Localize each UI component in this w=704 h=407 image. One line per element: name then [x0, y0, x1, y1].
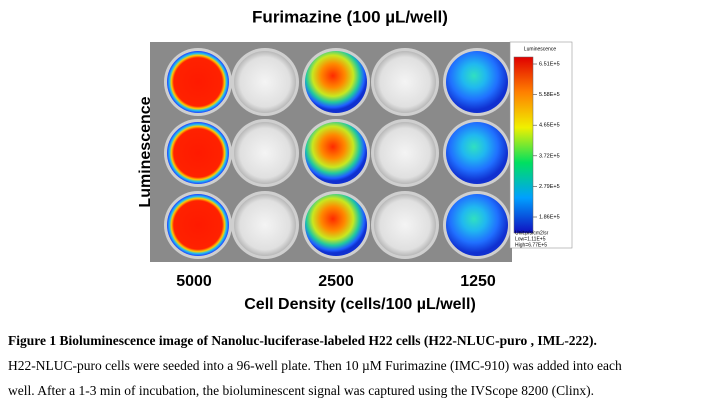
caption-heading: Figure 1 Bioluminescence image of Nanolu…: [8, 333, 597, 348]
colorbar-unit: Unit:p/s/cm2/sr: [515, 230, 549, 236]
well-signal: [305, 51, 367, 113]
well-signal: [234, 122, 296, 184]
well-signal: [374, 51, 436, 113]
well-signal: [167, 194, 229, 256]
y-axis-label: Luminescence: [137, 96, 154, 207]
well-plate-image: [150, 42, 512, 262]
colorbar: Luminescence 6.51E+5 5.58E+5 4.65E+5 3.72E+…: [509, 41, 573, 248]
colorbar-tick-label: 6.51E+5: [539, 61, 560, 67]
colorbar-low: Low=1.11E+5: [515, 236, 546, 242]
colorbar-title: Luminescence: [524, 46, 556, 52]
colorbar-tick-label: 1.86E+5: [539, 214, 560, 220]
well-signal: [234, 51, 296, 113]
colorbar-tick-label: 2.79E+5: [539, 184, 560, 190]
colorbar-tick-label: 3.72E+5: [539, 153, 560, 159]
well-signal: [446, 194, 508, 256]
column-label: 5000: [176, 273, 212, 290]
well-signal: [167, 51, 229, 113]
caption-line: H22-NLUC-puro cells were seeded into a 9…: [8, 358, 622, 373]
well-signal: [305, 194, 367, 256]
well-signal: [167, 122, 229, 184]
column-label: 2500: [318, 273, 354, 290]
well-signal: [446, 51, 508, 113]
colorbar-tick-label: 4.65E+5: [539, 123, 560, 129]
well-signal: [374, 194, 436, 256]
well-signal: [305, 122, 367, 184]
colorbar-tick-label: 5.58E+5: [539, 92, 560, 98]
well-signal: [374, 122, 436, 184]
well-signal: [234, 194, 296, 256]
caption-line: well. After a 1-3 min of incubation, the…: [8, 383, 594, 398]
well-signal: [446, 122, 508, 184]
x-axis-label: Cell Density (cells/100 µL/well): [244, 296, 476, 313]
figure-title: Furimazine (100 µL/well): [252, 7, 448, 26]
column-label: 1250: [460, 273, 496, 290]
colorbar-high: High=6.77E+5: [515, 242, 547, 248]
